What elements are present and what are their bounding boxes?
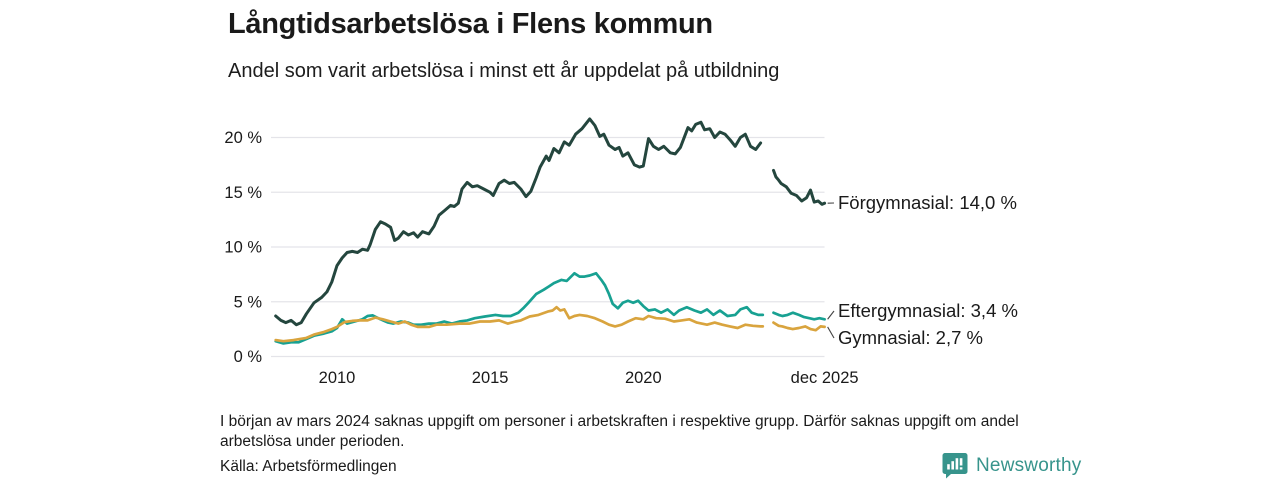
series-line-f-rgymnasial-seg2 (772, 168, 827, 206)
y-tick-label: 20 % (224, 129, 262, 147)
y-tick-label: 5 % (234, 293, 263, 311)
x-tick-label: 2015 (472, 369, 509, 387)
chart-footnote: I början av mars 2024 saknas uppgift om … (220, 413, 1019, 451)
series-line-gymnasial-seg2 (772, 321, 826, 332)
x-tick-label: dec 2025 (791, 369, 859, 387)
end-label-f-rgymnasial: Förgymnasial: 14,0 % (838, 192, 1017, 213)
newsworthy-brand-name: Newsworthy (976, 454, 1082, 476)
y-tick-label: 0 % (234, 348, 263, 366)
label-connector-eftergymnasial (827, 310, 835, 320)
page-title: Långtidsarbetslösa i Flens kommun (228, 8, 713, 40)
series-line-eftergymnasial-seg1 (274, 271, 765, 345)
label-connector-gymnasial (827, 326, 835, 339)
y-tick-label: 10 % (224, 239, 262, 257)
end-label-gymnasial: Gymnasial: 2,7 % (838, 327, 983, 348)
chart-subtitle: Andel som varit arbetslösa i minst ett å… (228, 60, 780, 82)
end-label-eftergymnasial: Eftergymnasial: 3,4 % (838, 300, 1018, 321)
newsworthy-logo-icon (942, 453, 968, 479)
series-line-gymnasial-seg1 (274, 305, 765, 343)
x-tick-label: 2010 (319, 369, 356, 387)
source-note: Källa: Arbetsförmedlingen (220, 458, 397, 475)
series-line-f-rgymnasial-seg1 (274, 117, 763, 327)
newsworthy-brand: Newsworthy (942, 452, 1081, 479)
x-tick-label: 2020 (625, 369, 662, 387)
series-line-eftergymnasial-seg2 (772, 311, 826, 321)
y-tick-label: 15 % (224, 184, 262, 202)
